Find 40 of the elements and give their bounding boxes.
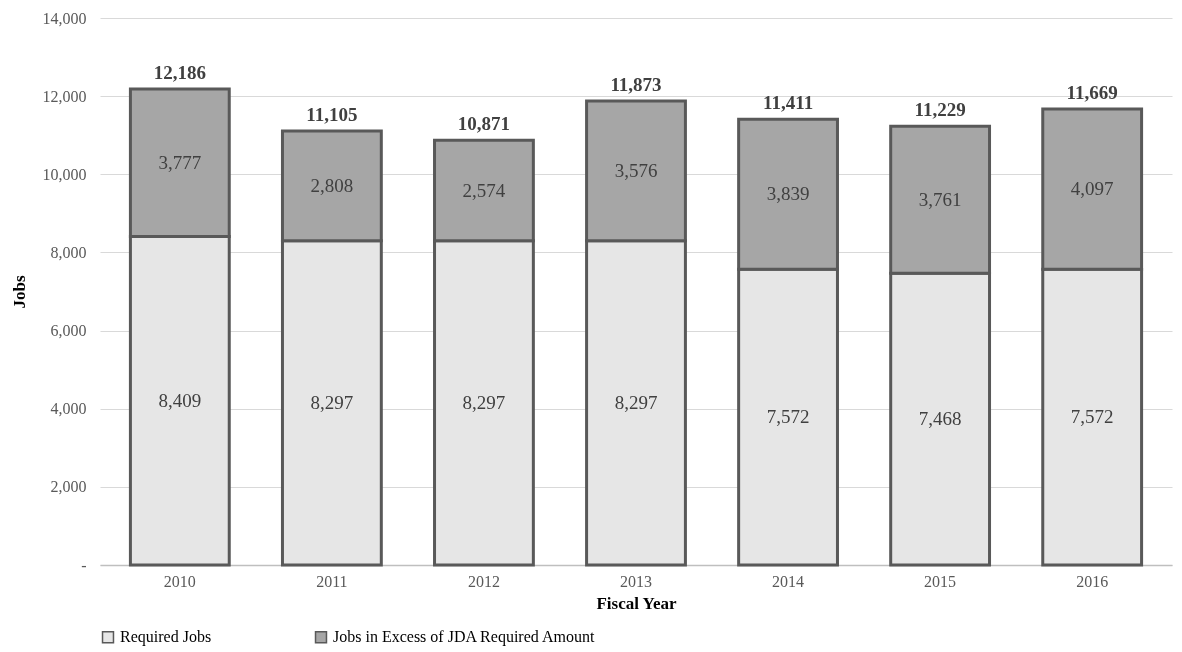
y-tick-label: 6,000 <box>50 322 87 340</box>
data-label: 7,572 <box>766 406 810 428</box>
data-label: 7,468 <box>918 408 962 430</box>
x-tick-label: 2014 <box>772 572 805 590</box>
legend-label: Required Jobs <box>120 628 212 647</box>
total-label: 11,411 <box>762 92 814 114</box>
data-label: 8,297 <box>310 391 354 413</box>
data-label: 2,808 <box>310 174 354 196</box>
data-label: 3,576 <box>614 159 658 181</box>
x-tick-label: 2010 <box>163 572 196 590</box>
data-label: 3,777 <box>158 151 202 173</box>
data-label: 8,297 <box>614 391 658 413</box>
data-label: 8,297 <box>462 391 506 413</box>
total-label: 11,873 <box>610 74 662 96</box>
y-tick-label: 2,000 <box>50 478 87 496</box>
data-label: 2,574 <box>462 179 506 201</box>
x-tick-label: 2013 <box>620 572 652 590</box>
y-tick-label: 12,000 <box>42 87 87 105</box>
total-label: 11,229 <box>914 99 966 121</box>
x-axis-title: Fiscal Year <box>596 593 677 613</box>
total-label: 11,105 <box>306 104 358 126</box>
y-tick-label: 10,000 <box>42 165 87 183</box>
data-label: 3,839 <box>766 183 810 205</box>
y-tick-label: 4,000 <box>50 400 87 418</box>
total-label: 11,669 <box>1066 82 1118 104</box>
total-label: 12,186 <box>153 61 206 83</box>
y-tick-label: 8,000 <box>50 243 87 261</box>
data-label: 4,097 <box>1070 178 1114 200</box>
data-label: 7,572 <box>1070 406 1114 428</box>
data-label: 3,761 <box>918 188 962 210</box>
y-tick-label: 14,000 <box>42 9 87 27</box>
x-tick-label: 2015 <box>924 572 957 590</box>
total-label: 10,871 <box>457 113 511 135</box>
y-tick-label: - <box>81 556 87 574</box>
x-tick-label: 2016 <box>1076 572 1109 590</box>
x-tick-label: 2012 <box>467 572 500 590</box>
y-axis-title: Jobs <box>9 275 29 309</box>
legend-label: Jobs in Excess of JDA Required Amount <box>333 628 595 647</box>
data-label: 8,409 <box>158 389 202 411</box>
x-tick-label: 2011 <box>316 572 348 590</box>
